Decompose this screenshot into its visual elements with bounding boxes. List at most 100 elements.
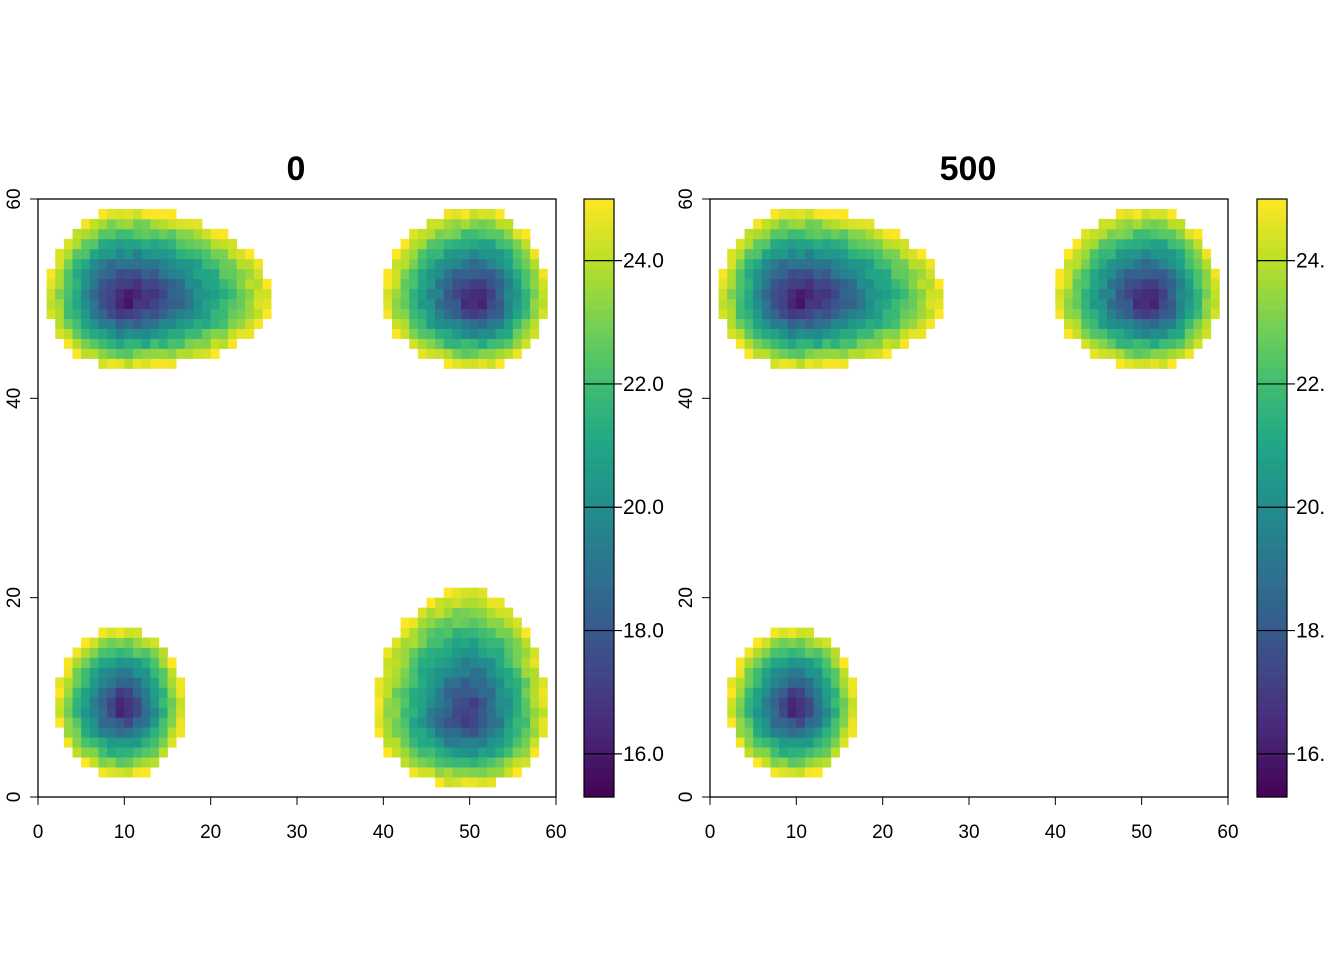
raster-cell <box>1098 278 1108 290</box>
raster-cell <box>891 238 901 250</box>
raster-cell <box>443 607 453 618</box>
raster-cell <box>98 727 108 738</box>
legend-swatch <box>584 757 614 768</box>
raster-cell <box>874 288 884 300</box>
raster-cell <box>158 218 168 230</box>
raster-cell <box>1176 258 1186 270</box>
raster-cell <box>865 228 875 240</box>
raster-cell <box>779 767 789 778</box>
raster-cell <box>158 647 168 658</box>
raster-cell <box>210 288 220 300</box>
raster-cell <box>1115 288 1125 300</box>
raster-cell <box>882 308 892 319</box>
raster-cell <box>908 278 918 290</box>
legend-swatch <box>1257 458 1287 469</box>
raster-cell <box>132 278 142 290</box>
raster-cell <box>1184 278 1194 290</box>
raster-cell <box>469 258 479 270</box>
raster-cell <box>435 677 445 688</box>
raster-cell <box>63 338 73 349</box>
raster-cell <box>426 607 436 618</box>
raster-cell <box>426 677 436 688</box>
raster-cell <box>839 707 849 718</box>
raster-cell <box>107 707 117 718</box>
raster-cell <box>865 268 875 280</box>
raster-cell <box>124 687 134 698</box>
raster-cell <box>1184 298 1194 310</box>
raster-cell <box>804 687 814 698</box>
raster-cell <box>504 348 514 359</box>
raster-cell <box>478 717 488 728</box>
raster-cell <box>1158 358 1168 369</box>
raster-cell <box>417 647 427 658</box>
raster-cell <box>417 637 427 648</box>
raster-cell <box>504 697 514 708</box>
raster-cell <box>899 328 909 339</box>
raster-cell <box>374 677 384 688</box>
raster-cell <box>193 298 203 310</box>
raster-cell <box>530 677 540 688</box>
raster-cell <box>132 318 142 329</box>
raster-cell <box>822 278 832 290</box>
raster-cell <box>184 238 194 250</box>
raster-cell <box>486 617 496 628</box>
raster-cell <box>72 747 82 758</box>
raster-cell <box>1124 338 1134 349</box>
legend-swatch <box>584 328 614 340</box>
raster-cell <box>753 657 763 668</box>
raster-cell <box>374 717 384 728</box>
raster-cell <box>839 228 849 240</box>
raster-cell <box>770 687 780 698</box>
raster-cell <box>81 647 91 658</box>
raster-cell <box>874 298 884 310</box>
raster-cell <box>124 268 134 280</box>
raster-cell <box>167 318 177 329</box>
raster-cell <box>1063 258 1073 270</box>
raster-cell <box>461 308 471 319</box>
raster-cell <box>89 318 99 329</box>
raster-cell <box>81 707 91 718</box>
raster-cell <box>89 228 99 240</box>
legend-swatch <box>1257 507 1287 519</box>
raster-cell <box>107 318 117 329</box>
raster-cell <box>469 717 479 728</box>
raster-cell <box>400 617 410 628</box>
raster-cell <box>813 697 823 708</box>
raster-cell <box>478 727 488 738</box>
raster-cell <box>865 318 875 329</box>
raster-cell <box>761 238 771 250</box>
raster-cell <box>538 727 548 738</box>
raster-cell <box>443 308 453 319</box>
raster-cell <box>830 208 840 220</box>
raster-cell <box>787 308 797 319</box>
raster-cell <box>409 767 419 778</box>
raster-cell <box>1107 308 1117 319</box>
raster-cell <box>124 737 134 748</box>
raster-cell <box>813 687 823 698</box>
legend-swatch <box>584 507 614 519</box>
raster-cell <box>761 228 771 240</box>
raster-cell <box>882 278 892 290</box>
raster-cell <box>435 278 445 290</box>
y-tick-label: 20 <box>676 587 697 608</box>
raster-cell <box>478 278 488 290</box>
raster-cell <box>727 318 737 329</box>
raster-cell <box>443 707 453 718</box>
raster-cell <box>1176 328 1186 339</box>
raster-cell <box>115 757 125 768</box>
raster-cell <box>1055 288 1065 300</box>
raster-cell <box>1081 318 1091 329</box>
raster-cell <box>486 747 496 758</box>
raster-cell <box>530 268 540 280</box>
raster-cell <box>443 747 453 758</box>
raster-cell <box>1167 238 1177 250</box>
raster-cell <box>426 627 436 638</box>
raster-cell <box>210 348 220 359</box>
raster-cell <box>779 737 789 748</box>
raster-cell <box>478 737 488 748</box>
raster-cell <box>761 757 771 768</box>
raster-cell <box>925 278 935 290</box>
raster-cell <box>202 318 212 329</box>
raster-cell <box>461 737 471 748</box>
legend-swatch <box>1257 707 1287 718</box>
